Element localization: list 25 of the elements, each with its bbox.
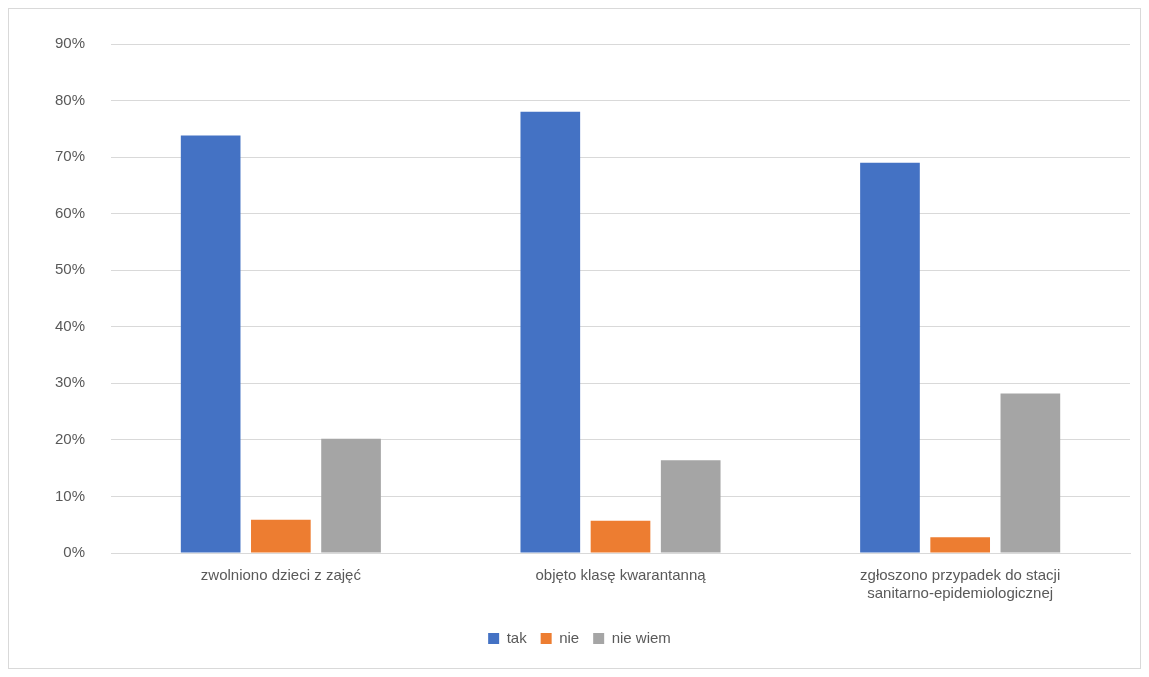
- bar: [660, 460, 721, 553]
- y-tick-label: 90%: [54, 34, 86, 52]
- y-tick-label: 80%: [54, 90, 86, 108]
- bar: [1000, 393, 1061, 553]
- x-tick-label: objęto klasę kwarantanną: [535, 566, 707, 584]
- y-tick-label: 40%: [54, 316, 86, 334]
- legend-label: nie wiem: [611, 628, 671, 646]
- y-tick-label: 10%: [54, 486, 86, 504]
- x-tick-label: zwolniono dzieci z zajęć: [200, 566, 362, 584]
- bar: [520, 111, 581, 553]
- y-tick-label: 20%: [54, 430, 86, 448]
- legend-label: tak: [506, 628, 528, 646]
- bar: [321, 438, 381, 553]
- y-tick-label: 30%: [54, 373, 86, 391]
- bar: [251, 519, 311, 553]
- legend-label: nie: [559, 628, 580, 646]
- y-tick-label: 0%: [63, 543, 86, 561]
- bar: [930, 537, 990, 553]
- bar: [860, 162, 920, 553]
- y-tick-label: 50%: [54, 260, 86, 278]
- y-tick-label: 60%: [54, 203, 86, 221]
- bar: [590, 520, 651, 553]
- bar: [180, 135, 241, 553]
- y-tick-label: 70%: [54, 147, 86, 165]
- x-tick-label: zgłoszono przypadek do stacji sanitarno-epidemiologicznej: [860, 566, 1061, 602]
